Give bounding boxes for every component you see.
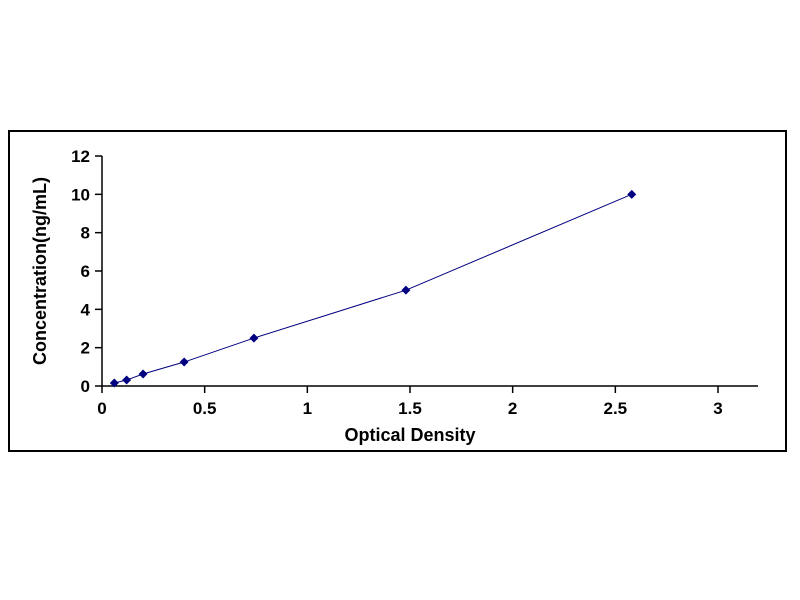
x-tick-label: 2.5	[604, 399, 628, 418]
data-point-marker	[401, 285, 411, 295]
y-tick-label: 0	[81, 377, 90, 396]
x-tick-label: 0	[97, 399, 106, 418]
y-axis-title: Concentration(ng/mL)	[30, 177, 50, 365]
data-point-marker	[249, 333, 259, 343]
y-tick-label: 12	[71, 147, 90, 166]
y-tick-label: 8	[81, 224, 90, 243]
x-tick-label: 3	[713, 399, 722, 418]
y-tick-label: 6	[81, 262, 90, 281]
series-line	[114, 193, 632, 384]
x-tick-label: 2	[508, 399, 517, 418]
data-point-marker	[179, 357, 189, 367]
data-point-marker	[627, 189, 637, 199]
y-tick-label: 4	[81, 300, 91, 319]
x-tick-label: 1	[303, 399, 312, 418]
y-tick-label: 2	[81, 339, 90, 358]
x-axis-title: Optical Density	[344, 425, 476, 445]
x-tick-label: 1.5	[398, 399, 422, 418]
standard-curve-chart-frame: 0 2 4 6 8 10 12 0 0.5 1 1.5 2 2.5 3 Concentration(ng/…	[8, 130, 787, 452]
y-tick-label: 10	[71, 185, 90, 204]
data-point-marker	[122, 375, 132, 385]
standard-curve-plot: 0 2 4 6 8 10 12 0 0.5 1 1.5 2 2.5 3	[71, 147, 758, 418]
x-tick-label: 0.5	[193, 399, 217, 418]
data-point-marker	[109, 378, 119, 388]
data-point-marker	[138, 369, 148, 379]
